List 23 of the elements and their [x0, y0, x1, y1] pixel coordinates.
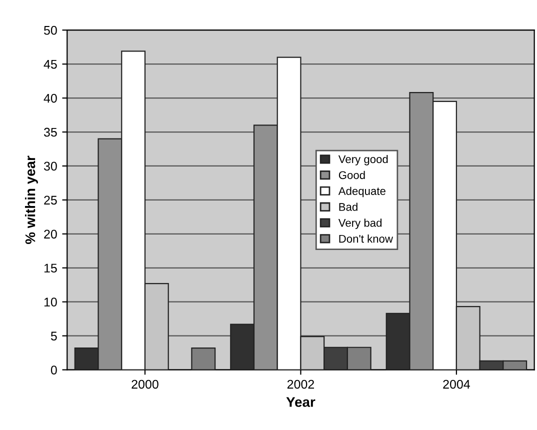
legend-label: Bad	[339, 202, 358, 211]
x-tick-label: 2000	[132, 380, 158, 389]
bar	[191, 348, 216, 370]
y-axis-title: % within year	[25, 156, 38, 244]
y-tick-label: 40	[44, 94, 57, 103]
y-tick-label: 0	[50, 366, 57, 374]
x-axis-title: Year	[286, 397, 316, 407]
legend-label: Don't know	[339, 234, 394, 243]
legend-label: Adequate	[338, 186, 386, 198]
y-tick-label: 10	[44, 298, 57, 307]
legend-label: Very bad	[338, 218, 382, 229]
x-tick-label: 2002	[287, 380, 314, 389]
y-tick-label: 45	[44, 60, 57, 69]
y-tick-label: 15	[44, 264, 57, 273]
y-tick-label: 20	[44, 230, 57, 239]
x-tick-label: 2004	[443, 380, 470, 389]
y-tick-label: 35	[44, 128, 57, 137]
y-tick-label: 5	[50, 332, 57, 340]
y-tick-label: 50	[44, 26, 57, 35]
legend-label: Very good	[338, 154, 388, 166]
y-tick-label: 25	[44, 196, 57, 205]
legend-label: Good	[338, 170, 365, 180]
y-tick-label: 30	[44, 162, 57, 171]
